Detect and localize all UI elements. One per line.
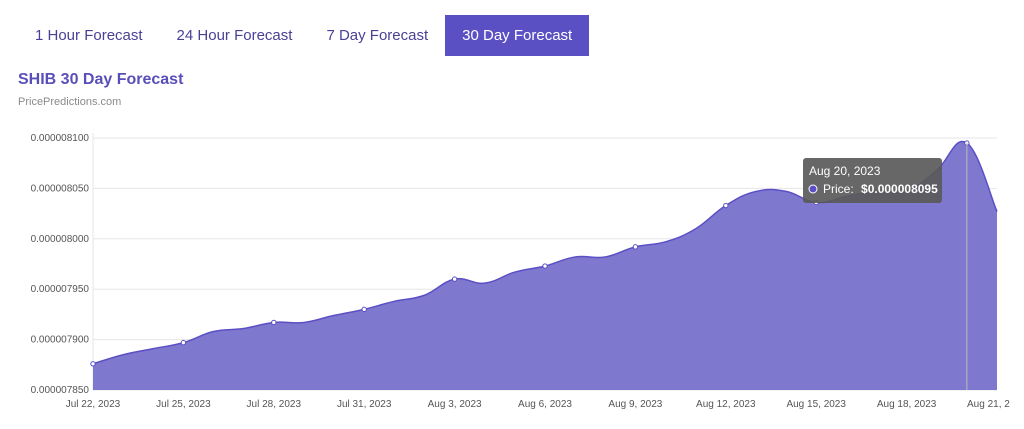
data-point-marker[interactable] xyxy=(723,202,729,209)
price-tooltip: Aug 20, 2023 Price: $0.000008095 xyxy=(803,158,942,203)
x-tick-label: Jul 28, 2023 xyxy=(247,399,302,410)
tab-30-day-forecast[interactable]: 30 Day Forecast xyxy=(445,15,590,56)
x-tick-label: Jul 25, 2023 xyxy=(156,399,211,410)
tooltip-date: Aug 20, 2023 xyxy=(809,164,881,178)
tooltip-background xyxy=(803,158,942,203)
tooltip-price-value: $0.000008095 xyxy=(861,182,938,196)
price-area xyxy=(93,141,997,390)
x-tick-label: Aug 18, 2023 xyxy=(877,399,937,410)
chart-title: SHIB 30 Day Forecast xyxy=(18,71,184,88)
x-tick-label: Aug 6, 2023 xyxy=(518,399,572,410)
tooltip-price-label: Price: xyxy=(823,182,854,196)
tooltip-price: Price: $0.000008095 xyxy=(823,182,938,196)
data-point-marker[interactable] xyxy=(451,276,458,282)
tab-1-hour-forecast[interactable]: 1 Hour Forecast xyxy=(35,27,143,44)
x-tick-label: Aug 3, 2023 xyxy=(428,399,482,410)
tab-7-day-forecast[interactable]: 7 Day Forecast xyxy=(326,27,429,44)
y-tick-label: 0.000007900 xyxy=(31,335,90,346)
forecast-tabs: 1 Hour Forecast 24 Hour Forecast 7 Day F… xyxy=(18,15,590,56)
y-tick-label: 0.000007950 xyxy=(31,284,90,295)
x-tick-label: Jul 31, 2023 xyxy=(337,399,392,410)
data-point-marker[interactable] xyxy=(90,361,96,367)
tooltip-series-dot xyxy=(808,184,818,194)
data-point-marker[interactable] xyxy=(271,319,277,326)
y-tick-label: 0.000008000 xyxy=(31,234,90,245)
x-tick-label: Aug 9, 2023 xyxy=(608,399,662,410)
x-tick-label: Aug 15, 2023 xyxy=(786,399,846,410)
y-tick-label: 0.000007850 xyxy=(31,385,90,396)
data-point-marker[interactable] xyxy=(632,244,639,250)
tab-24-hour-forecast[interactable]: 24 Hour Forecast xyxy=(176,27,293,44)
y-tick-label: 0.000008100 xyxy=(31,133,90,144)
data-point-marker[interactable] xyxy=(180,339,187,346)
y-axis: 0.000008100 0.000008050 0.000008000 0.00000… xyxy=(31,133,90,396)
x-tick-label: Aug 12, 2023 xyxy=(696,399,756,410)
chart-subtitle: PricePredictions.com xyxy=(18,96,122,108)
data-point-marker[interactable] xyxy=(542,263,548,269)
data-point-marker[interactable] xyxy=(361,306,367,313)
x-tick-label: Jul 22, 2023 xyxy=(66,399,121,410)
x-tick-label: Aug 21, 2 xyxy=(967,399,1010,410)
x-axis: Jul 22, 2023 Jul 25, 2023 Jul 28, 2023 Jul … xyxy=(66,399,1011,410)
y-tick-label: 0.000008050 xyxy=(31,183,90,194)
